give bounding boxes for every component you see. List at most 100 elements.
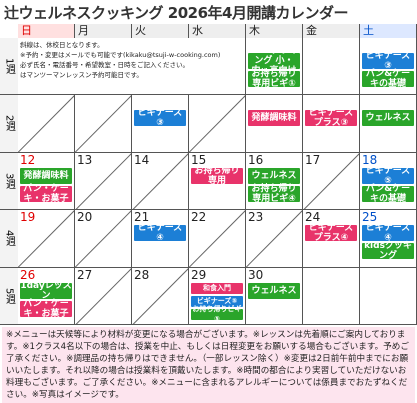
date-number: 27	[77, 267, 93, 282]
day-cell: 21 ビギナーズ④	[132, 210, 189, 268]
notes: ※メニューは天候等により材料が変更になる場合がございます。※レッスンは先着順にご…	[2, 327, 415, 403]
event: パン&ケーキの基礎	[362, 69, 414, 89]
event: ビギナーズ④	[362, 223, 414, 243]
date-number: 29	[191, 267, 207, 282]
event: kidsクッキング 小・中・高向け	[248, 46, 300, 76]
date-number: 24	[305, 210, 321, 225]
week-label: 5週	[0, 267, 18, 325]
day-cell: 斜線は、休校日となります。 ※予約・変更はメールでも可能です(kikaku@tsu…	[18, 38, 246, 96]
closed-slash	[189, 95, 245, 152]
weekday-header: 土	[360, 24, 417, 38]
event: ビギナーズプラス④	[305, 223, 357, 243]
closed-slash	[75, 95, 131, 152]
note-line: 必ず氏名・電話番号・希望教室・日時をご記入ください。	[20, 61, 189, 69]
event: お持ち帰りビギ⑤	[191, 305, 243, 324]
day-cell: ウェルネス	[360, 95, 417, 153]
day-cell: 26 1dayレッスン パン・ケーキ・お菓子	[18, 267, 75, 325]
weekday-header: 火	[132, 24, 189, 38]
closed-slash	[132, 267, 188, 324]
day-cell: 24 ビギナーズプラス④	[303, 210, 360, 268]
closed-slash	[189, 210, 245, 267]
day-cell: 発酵調味料	[246, 95, 303, 153]
week-note: 斜線は、休校日となります。 ※予約・変更はメールでも可能です(kikaku@tsu…	[20, 40, 243, 80]
title: 辻ウェルネスクッキング 2026年4月開講カレンダー	[4, 4, 348, 22]
closed-slash	[18, 210, 74, 267]
day-cell	[303, 38, 360, 96]
date-number: 23	[248, 210, 264, 225]
date-number: 15	[191, 152, 207, 167]
day-cell: kidsクッキング 小・中・高向けお持ち帰り専用ビギ①	[246, 38, 303, 96]
day-cell	[360, 267, 417, 325]
day-cell: ビギナーズ③ パン&ケーキの基礎	[360, 38, 417, 96]
event: ビギナーズ③	[134, 108, 186, 128]
date-number: 19	[20, 210, 36, 225]
date-number: 12	[20, 152, 36, 167]
date-number: 14	[134, 152, 150, 167]
weekday-header: 水	[189, 24, 246, 38]
note-line: はマンツーマンレッスン予約可能日です。	[20, 71, 143, 79]
closed-slash	[18, 95, 74, 152]
event: 和食入門	[191, 282, 243, 294]
event: ビギナーズ④	[134, 223, 186, 243]
day-cell: 19	[18, 210, 75, 268]
event: ウェルネス	[362, 110, 414, 127]
day-cell	[18, 95, 75, 153]
event: ウェルネス	[248, 282, 300, 299]
closed-slash	[246, 210, 302, 267]
week-label: 1週	[0, 38, 18, 96]
date-number: 20	[77, 210, 93, 225]
event: 1dayレッスン	[20, 280, 72, 301]
date-number: 16	[248, 152, 264, 167]
event: kidsクッキング	[362, 241, 414, 261]
note-line: ※予約・変更はメールでも可能です(kikaku@tsuji-w-cooking.…	[20, 51, 221, 59]
date-number: 25	[362, 210, 378, 225]
date-number: 21	[134, 210, 150, 225]
day-cell	[303, 267, 360, 325]
event: お持ち帰り専用ビギ④	[248, 184, 300, 204]
event: ビギナーズ③	[362, 51, 414, 71]
week-label: 3週	[0, 152, 18, 211]
day-cell: 29 和食入門 ビギナーズ⑤ お持ち帰りビギ⑤	[189, 267, 246, 325]
event: パン・ケーキ・お菓子	[20, 299, 72, 319]
weekday-header: 木	[246, 24, 303, 38]
day-cell: 13	[75, 152, 132, 211]
date-number: 17	[305, 152, 321, 167]
date-number: 26	[20, 267, 36, 282]
event: ビギナーズプラス③	[305, 108, 357, 128]
day-cell: 18 ビギナーズ⑤ パン&ケーキの基礎	[360, 152, 417, 211]
event: 発酵調味料	[248, 110, 300, 127]
day-cell: ビギナーズ③	[132, 95, 189, 153]
day-cell: 22	[189, 210, 246, 268]
day-cell: 28	[132, 267, 189, 325]
day-cell: 20	[75, 210, 132, 268]
event: パン&ケーキの基礎	[362, 184, 414, 204]
week-label: 4週	[0, 210, 18, 268]
note-line: 斜線は、休校日となります。	[20, 41, 104, 49]
week-label: 2週	[0, 95, 18, 153]
event: お持ち帰り専用ビギ①	[248, 69, 300, 89]
date-number: 30	[248, 267, 264, 282]
event: ウェルネス	[248, 167, 300, 184]
weekday-header: 金	[303, 24, 360, 38]
day-cell: 15 お持ち帰り専用	[189, 152, 246, 211]
date-number: 22	[191, 210, 207, 225]
day-cell: 25 ビギナーズ④ kidsクッキング	[360, 210, 417, 268]
day-cell: 30 ウェルネス	[246, 267, 303, 325]
closed-slash	[303, 153, 359, 210]
event: ビギナーズ⑤	[191, 295, 243, 307]
day-cell: 17	[303, 152, 360, 211]
date-number: 18	[362, 152, 378, 167]
day-cell: 12 発酵調味料 パン・ケーキ・お菓子	[18, 152, 75, 211]
day-cell: 27	[75, 267, 132, 325]
event: お持ち帰り専用	[191, 166, 243, 186]
day-cell	[189, 95, 246, 153]
event: ビギナーズ⑤	[362, 166, 414, 186]
closed-slash	[75, 210, 131, 267]
closed-slash	[75, 153, 131, 210]
date-number: 28	[134, 267, 150, 282]
day-cell	[75, 95, 132, 153]
event: パン・ケーキ・お菓子	[20, 184, 72, 204]
weekday-header: 月	[75, 24, 132, 38]
date-number: 13	[77, 152, 93, 167]
